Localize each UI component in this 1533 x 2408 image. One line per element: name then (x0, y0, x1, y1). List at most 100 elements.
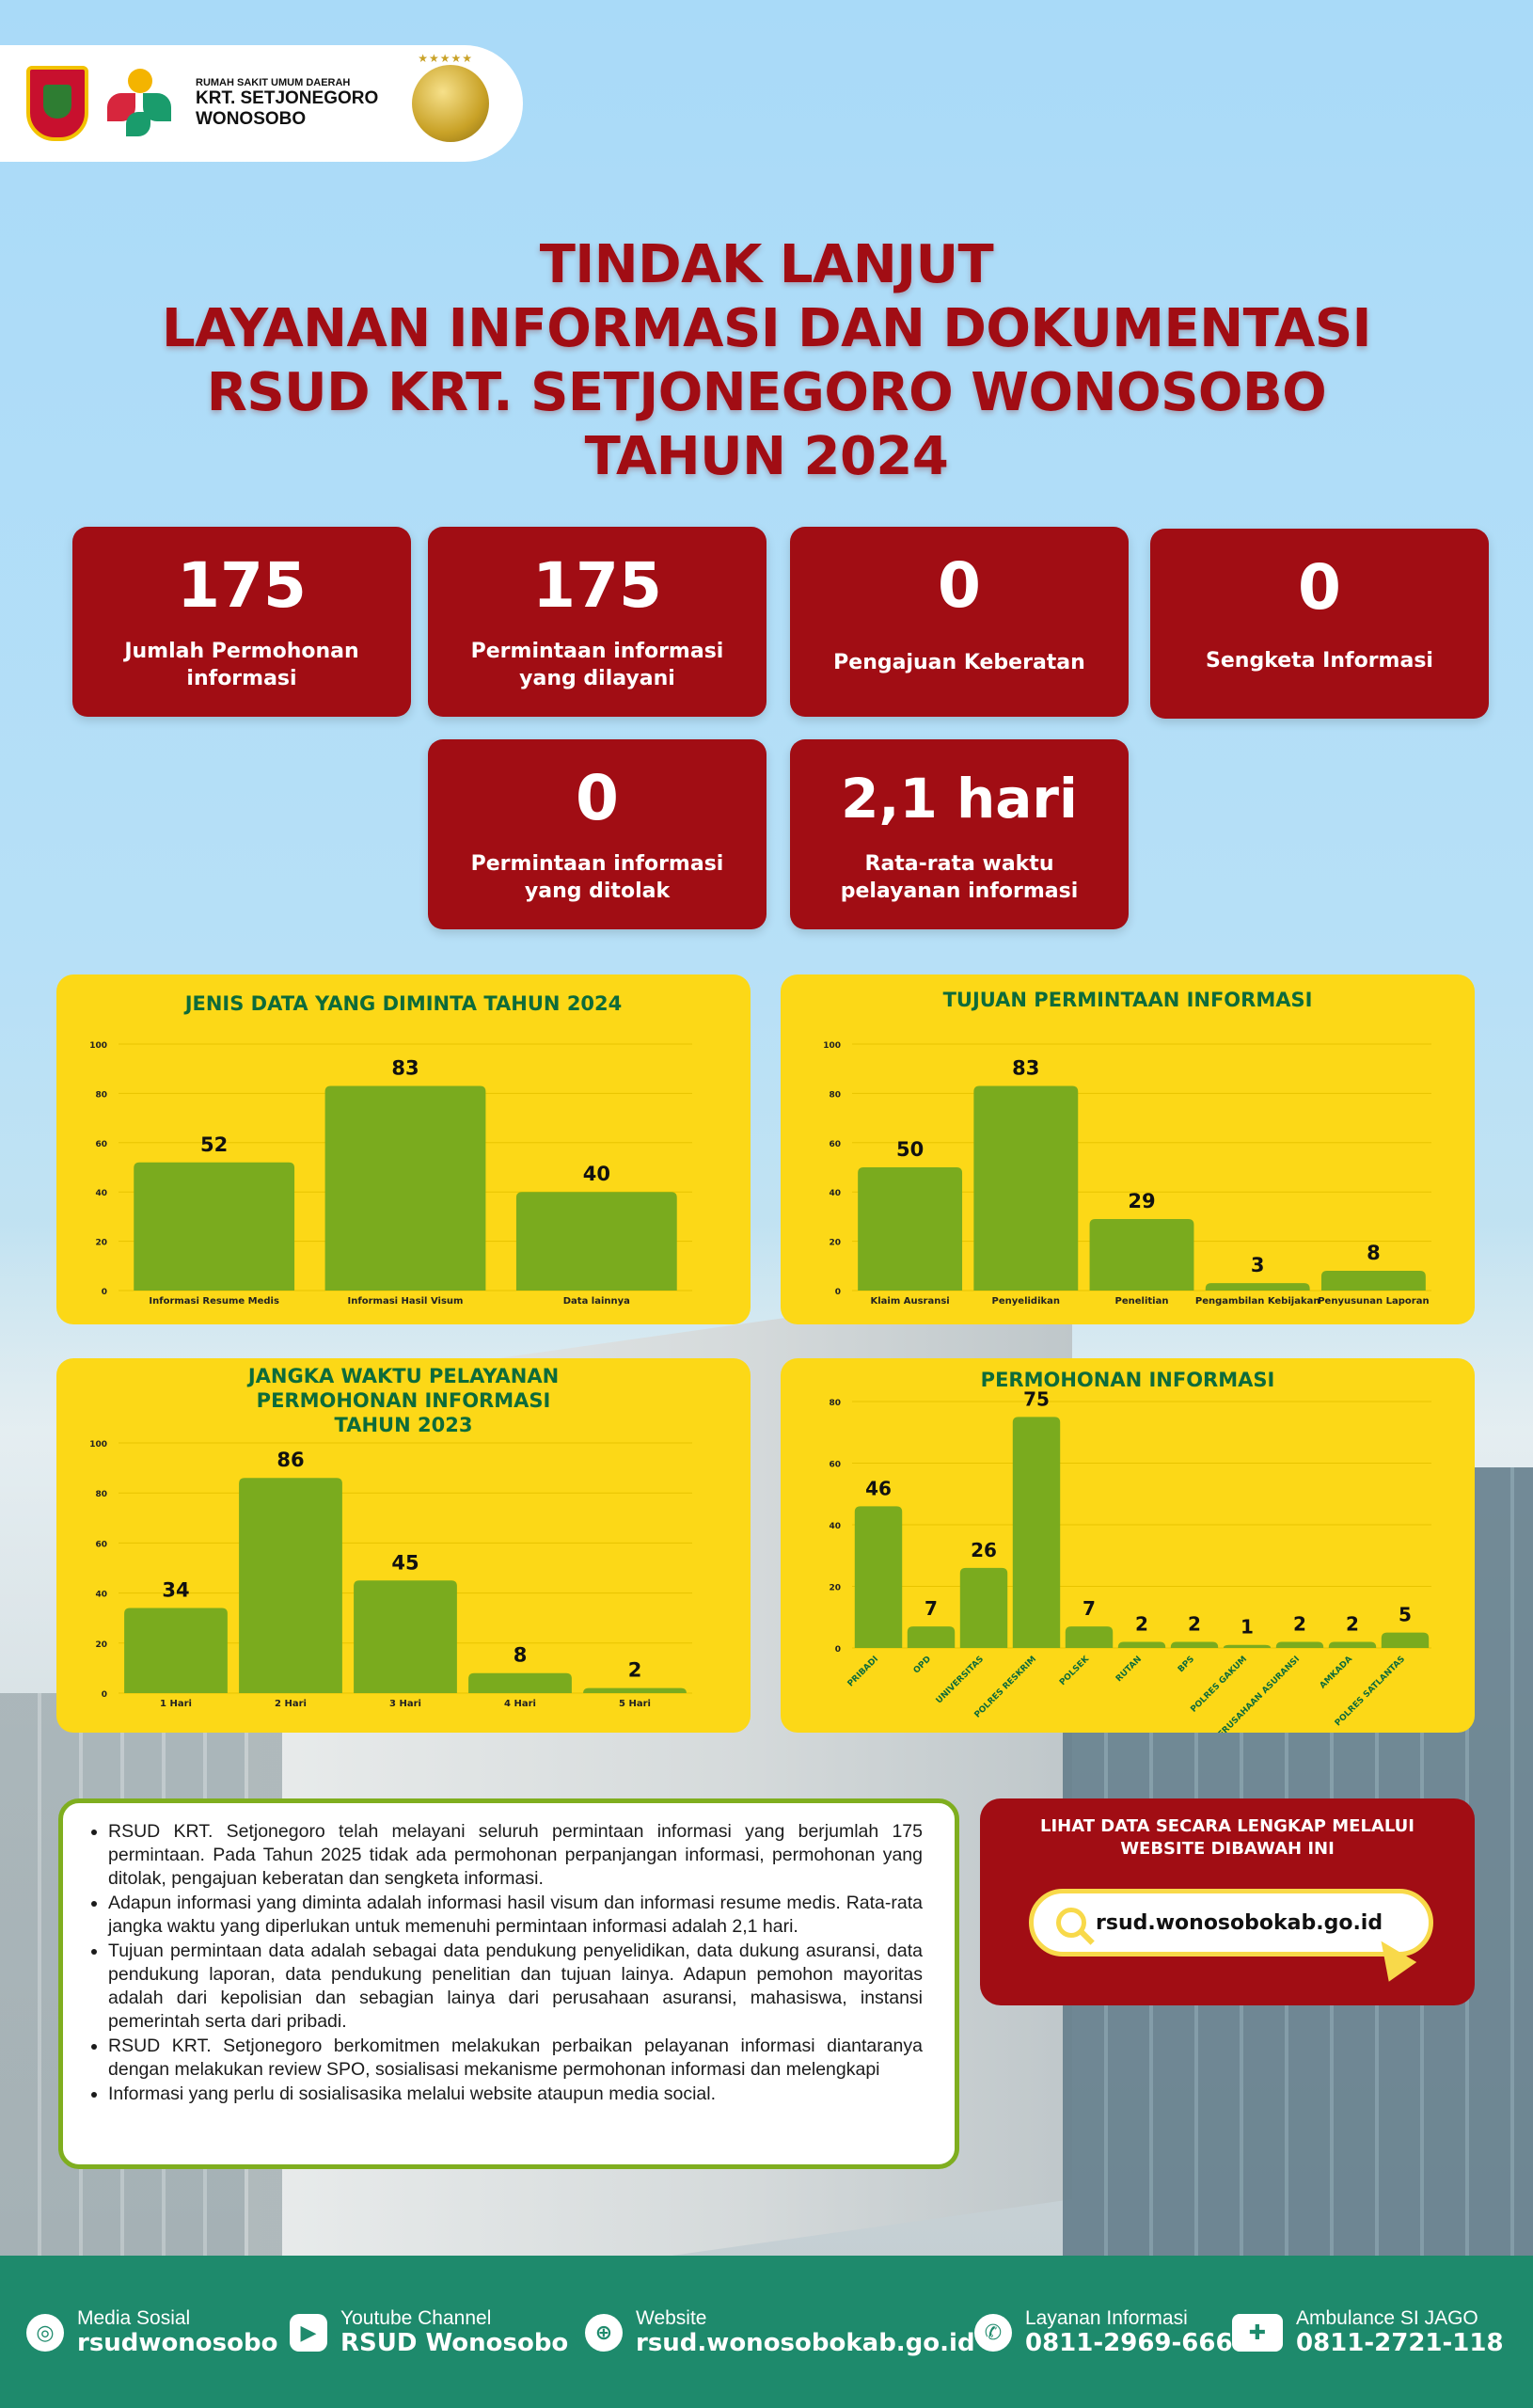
chart-requesters: 02040608046PRIBADI7OPD26UNIVERSITAS75POL… (829, 1387, 1431, 1733)
note-item: Adapun informasi yang diminta adalah inf… (108, 1892, 923, 1939)
phone-icon: ✆ (974, 2314, 1012, 2352)
bar (468, 1672, 572, 1693)
x-tick-label: POLSEK (1058, 1654, 1092, 1687)
bar (1275, 1641, 1324, 1648)
website-url[interactable]: rsud.wonosobokab.go.id (1096, 1910, 1383, 1935)
y-tick-label: 0 (102, 1690, 107, 1700)
data-label: 2 (1293, 1612, 1306, 1635)
footer-website[interactable]: ⊕ Website rsud.wonosobokab.go.id (585, 2308, 975, 2357)
bar (1328, 1641, 1377, 1648)
page-title: TINDAK LANJUT LAYANAN INFORMASI DAN DOKU… (161, 234, 1372, 487)
stat-card-disputes: 0 Sengketa Informasi (1150, 529, 1489, 719)
youtube-icon: ▶ (290, 2314, 327, 2352)
x-tick-label: OPD (912, 1655, 933, 1675)
bar (854, 1506, 903, 1648)
stat-card-rejected-requests: 0 Permintaan informasi yang ditolak (428, 739, 766, 929)
x-tick-label: POLRES GAKUM (1189, 1655, 1249, 1715)
data-label: 29 (1128, 1190, 1155, 1212)
y-tick-label: 60 (829, 1461, 841, 1470)
paripurna-award-logo (412, 52, 490, 142)
bar (1089, 1219, 1194, 1291)
organization-name: RUMAH SAKIT UMUM DAERAH KRT. SETJONEGORO… (196, 76, 379, 130)
stat-card-average-service-time: 2,1 hari Rata-rata waktu pelayanan infor… (790, 739, 1129, 929)
stat-card-total-requests: 175 Jumlah Permohonan informasi (72, 527, 411, 717)
data-label: 3 (1251, 1254, 1265, 1276)
y-tick-label: 20 (829, 1239, 841, 1248)
bar (1170, 1641, 1219, 1648)
data-label: 7 (1083, 1597, 1096, 1620)
footer-information-service[interactable]: ✆ Layanan Informasi 0811-2969-666 (974, 2308, 1233, 2357)
chart-panel-request-purpose: TUJUAN PERMINTAAN INFORMASI 0 20 40 60 80 100… (781, 974, 1475, 1324)
x-tick-label: Penyusunan Laporan (1318, 1296, 1429, 1307)
x-tick-label: 5 Hari (619, 1699, 651, 1709)
stat-card-objections: 0 Pengajuan Keberatan (790, 527, 1129, 717)
y-tick-label: 0 (102, 1288, 107, 1297)
note-item: Informasi yang perlu di sosialisasika me… (108, 2083, 923, 2106)
bar (239, 1478, 342, 1693)
bar (1065, 1626, 1114, 1648)
y-tick-label: 60 (95, 1540, 107, 1549)
data-label: 40 (583, 1163, 610, 1185)
x-tick-label: Pengambilan Kebijakan (1195, 1296, 1320, 1307)
bar (354, 1580, 457, 1693)
x-tick-label: POLRES RESKRIM (973, 1655, 1039, 1720)
bar (858, 1167, 963, 1291)
hospital-logo (105, 67, 179, 140)
x-tick-label: Informasi Hasil Visum (348, 1296, 464, 1307)
y-tick-label: 100 (823, 1041, 841, 1051)
y-tick-label: 40 (829, 1522, 841, 1531)
x-tick-label: 3 Hari (389, 1699, 421, 1709)
bar (515, 1192, 677, 1291)
x-tick-label: BPS (1177, 1655, 1196, 1674)
y-tick-label: 20 (829, 1584, 841, 1593)
chart-panel-data-type: JENIS DATA YANG DIMINTA TAHUN 2024 0 20 40… (56, 974, 751, 1324)
bar (1381, 1632, 1430, 1648)
data-label: 7 (925, 1597, 938, 1620)
footer-ambulance[interactable]: ✚ Ambulance SI JAGO 0811-2721-118 (1232, 2308, 1504, 2357)
x-tick-label: Penelitian (1115, 1296, 1169, 1307)
data-label: 5 (1399, 1604, 1412, 1626)
website-link-bar[interactable]: rsud.wonosobokab.go.id (1029, 1889, 1433, 1956)
y-tick-label: 20 (95, 1640, 107, 1650)
bar (324, 1085, 486, 1291)
regency-shield-logo (26, 66, 88, 141)
chart-data-type: 0 20 40 60 80 100 52 Informasi Resume Medis 83 In… (89, 1041, 692, 1307)
note-item: RSUD KRT. Setjonegoro telah melayani sel… (108, 1820, 923, 1891)
bar (1320, 1271, 1426, 1291)
website-callout-heading: LIHAT DATA SECARA LENGKAP MELALUI WEBSIT… (1039, 1816, 1414, 1859)
data-label: 1 (1241, 1616, 1254, 1639)
summary-notes-box: RSUD KRT. Setjonegoro telah melayani sel… (58, 1798, 959, 2169)
footer-youtube[interactable]: ▶ Youtube Channel RSUD Wonosobo (290, 2308, 568, 2357)
y-tick-label: 80 (829, 1090, 841, 1100)
x-tick-label: RUTAN (1114, 1655, 1144, 1684)
footer-contact-bar: ◎ Media Sosial rsudwonosobo ▶ Youtube Ch… (0, 2256, 1533, 2408)
data-label: 2 (1188, 1612, 1201, 1635)
x-tick-label: Data lainnya (563, 1296, 630, 1307)
data-label: 8 (1367, 1242, 1381, 1264)
y-tick-label: 0 (835, 1645, 841, 1655)
bar (124, 1608, 228, 1693)
footer-social-media[interactable]: ◎ Media Sosial rsudwonosobo (26, 2308, 277, 2357)
y-tick-label: 20 (95, 1239, 107, 1248)
y-tick-label: 40 (95, 1189, 107, 1198)
data-label: 86 (277, 1449, 304, 1471)
bar (973, 1085, 1079, 1291)
header-logo-bar: RUMAH SAKIT UMUM DAERAH KRT. SETJONEGORO… (0, 45, 523, 162)
data-label: 2 (1135, 1612, 1148, 1635)
bar (1223, 1644, 1272, 1648)
y-tick-label: 40 (829, 1189, 841, 1198)
y-tick-label: 60 (829, 1140, 841, 1149)
bar (959, 1567, 1008, 1648)
data-label: 83 (391, 1057, 419, 1080)
bar (907, 1626, 956, 1648)
globe-icon: ⊕ (585, 2314, 623, 2352)
data-label: 83 (1012, 1057, 1039, 1080)
data-label: 50 (896, 1138, 924, 1161)
data-label: 2 (1346, 1612, 1359, 1635)
summary-notes-list: RSUD KRT. Setjonegoro telah melayani sel… (108, 1820, 923, 2106)
search-icon (1056, 1908, 1086, 1938)
bar (1012, 1417, 1061, 1648)
bar (1205, 1283, 1310, 1291)
data-label: 75 (1023, 1387, 1050, 1410)
